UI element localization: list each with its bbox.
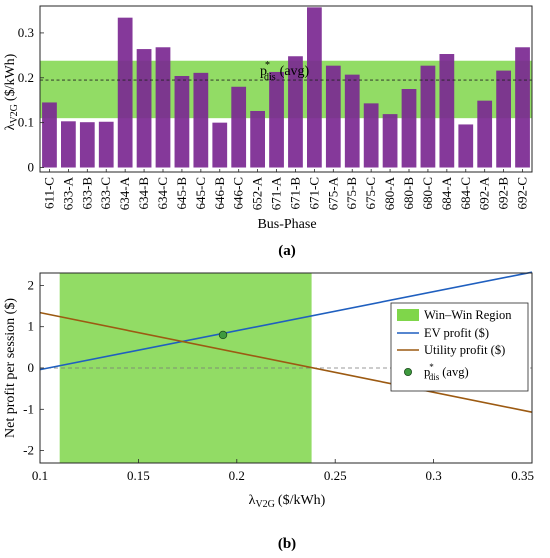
bar-chart-xlabel: Bus-Phase xyxy=(257,217,316,232)
bar-671-A xyxy=(269,71,284,168)
line-chart-xtick-label: 0.25 xyxy=(324,468,347,483)
line-chart-panel: -2 -1 0 1 2 0.1 0.15 0.2 0.25 0.3 0.35 λV2G ($/kWh… xyxy=(3,271,534,552)
bar-chart-panel: p* dis (avg) 0 0.1 0.2 0.3 611-C 633-A 633-B 633… xyxy=(3,5,533,259)
bar-633-A xyxy=(61,121,76,168)
bar-chart-xtick-label: 671-B xyxy=(287,177,302,210)
bar-chart-ytick-label: 0 xyxy=(28,160,35,175)
bar-chart-xtick-label: 675-A xyxy=(325,176,340,210)
bar-chart-xtick-label: 646-C xyxy=(231,177,246,210)
bar-684-C xyxy=(458,124,474,168)
bar-chart-xtick-label: 675-C xyxy=(363,177,378,210)
bar-chart-xtick-label: 680-A xyxy=(382,176,397,210)
ev-profit-line xyxy=(39,271,533,371)
line-chart-legend: Win–Win Region EV profit ($) Utility pro… xyxy=(390,302,529,392)
bar-645-C xyxy=(193,72,209,168)
bar-chart-ylabel: λV2G ($/kWh) xyxy=(3,53,20,130)
line-chart-xtick-label: 0.15 xyxy=(127,468,150,483)
bar-chart-xtick-label: 633-A xyxy=(60,176,75,210)
line-chart-xlabel: λV2G ($/kWh) xyxy=(249,493,326,510)
bar-chart-xtick-label: 633-B xyxy=(79,177,94,210)
bar-646-B xyxy=(212,122,228,168)
line-chart-ytick-label: -1 xyxy=(23,401,34,416)
line-chart-xlabel-symbol: λ xyxy=(249,493,256,508)
bar-645-B xyxy=(174,75,190,168)
bar-chart-xtick-label: 680-C xyxy=(420,177,435,210)
avg-price-point xyxy=(218,330,228,340)
bar-671-B xyxy=(288,56,303,168)
line-chart-xtick-label: 0.1 xyxy=(32,468,48,483)
line-chart-ytick-label: 1 xyxy=(28,319,35,334)
bar-633-B xyxy=(79,122,95,168)
legend-swatch-point xyxy=(403,367,412,376)
bar-chart-xtick-label: 675-B xyxy=(344,177,359,210)
bar-chart-xtick-label: 646-B xyxy=(212,177,227,210)
legend-point-sup: * xyxy=(429,362,434,372)
bar-675-B xyxy=(344,74,360,168)
bar-chart-xtick-label: 692-B xyxy=(496,177,511,210)
legend-label-utility: Utility profit ($) xyxy=(424,343,505,357)
panel-a-label: (a) xyxy=(278,243,296,259)
line-chart-ytick-label: -2 xyxy=(23,443,34,458)
bar-692-B xyxy=(496,70,511,168)
bar-chart-xtick-label: 671-C xyxy=(306,177,321,210)
bar-chart-ytick-label: 0.1 xyxy=(18,115,34,130)
bar-chart-ylabel-sub: V2G xyxy=(9,104,20,123)
utility-profit-line xyxy=(39,311,533,413)
bar-chart-xtick-label: 645-B xyxy=(174,177,189,210)
legend-point-main: p xyxy=(424,365,430,379)
bar-680-A xyxy=(382,114,398,168)
legend-point-suffix: (avg) xyxy=(442,365,468,379)
bar-chart-xtick-label: 645-C xyxy=(193,177,208,210)
bar-634-B xyxy=(136,49,152,168)
bar-chart-xtick-label: 633-C xyxy=(98,177,113,210)
bar-634-C xyxy=(155,47,171,168)
bar-675-C xyxy=(363,103,379,168)
bar-chart-xtick-label: 684-C xyxy=(458,177,473,210)
bar-675-A xyxy=(325,65,341,168)
bar-692-A xyxy=(477,100,493,168)
legend-label-point: p* dis (avg) xyxy=(424,362,469,382)
line-chart-xlabel-sub: V2G xyxy=(255,499,274,510)
win-win-region xyxy=(59,273,312,463)
bar-chart-xtick-label: 652-A xyxy=(250,176,265,210)
bar-chart-xtick-label: 611-C xyxy=(41,177,56,209)
bar-634-A xyxy=(117,17,133,168)
line-chart-xtick-label: 0.35 xyxy=(511,468,534,483)
bar-chart-ylabel-symbol: λ xyxy=(3,123,18,130)
bar-chart-xtick-label: 634-C xyxy=(155,177,170,210)
bar-671-C xyxy=(307,7,322,168)
bar-chart-xtick-label: 634-A xyxy=(117,176,132,210)
avg-price-label: p* dis (avg) xyxy=(260,60,310,83)
bar-chart-ylabel-unit: ($/kWh) xyxy=(3,53,18,101)
line-chart-ytick-label: 0 xyxy=(28,360,35,375)
bar-chart-ytick-label: 0.2 xyxy=(18,70,34,85)
panel-b-label: (b) xyxy=(278,536,296,552)
bar-692-C xyxy=(515,47,530,168)
bar-chart-xtick-label: 692-A xyxy=(477,176,492,210)
line-chart-xtick-label: 0.3 xyxy=(425,468,441,483)
bar-chart-xtick-label: 671-A xyxy=(269,176,284,210)
line-chart-xlabel-unit: ($/kWh) xyxy=(278,493,326,508)
bar-646-C xyxy=(231,86,247,168)
bar-chart-ytick-label: 0.3 xyxy=(18,25,34,40)
line-chart-ylabel: Net profit per session ($) xyxy=(3,298,18,438)
bar-chart-xtick-label: 680-B xyxy=(401,177,416,210)
line-chart-xtick-label: 0.2 xyxy=(229,468,245,483)
bar-652-A xyxy=(250,110,265,168)
legend-label-region: Win–Win Region xyxy=(424,308,512,322)
legend-swatch-region xyxy=(397,309,419,321)
bar-chart-frame xyxy=(39,5,533,173)
line-chart-ytick-label: 2 xyxy=(28,277,35,292)
bar-680-C xyxy=(420,65,436,168)
legend-label-ev: EV profit ($) xyxy=(424,326,489,340)
bar-680-B xyxy=(401,89,417,168)
bar-chart-xtick-label: 634-B xyxy=(136,177,151,210)
legend-point-sub: dis xyxy=(429,372,440,382)
bar-chart-xtick-label: 684-A xyxy=(439,176,454,210)
bar-684-A xyxy=(439,54,455,168)
bar-633-C xyxy=(98,121,114,168)
bar-611-C xyxy=(42,102,57,168)
bar-chart-xtick-label: 692-C xyxy=(515,177,530,210)
